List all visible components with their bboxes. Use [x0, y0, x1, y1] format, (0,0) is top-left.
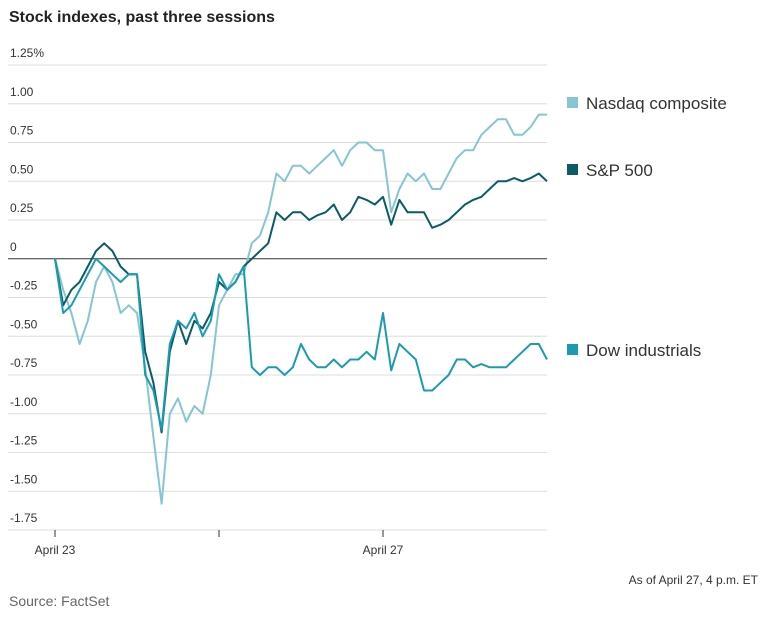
- y-tick-label: -0.25: [10, 279, 38, 293]
- chart-title: Stock indexes, past three sessions: [9, 9, 275, 26]
- y-tick-label: -0.50: [10, 317, 38, 331]
- legend-swatch: [567, 164, 578, 175]
- legend-swatch: [567, 97, 578, 108]
- y-tick-label: -1.75: [10, 511, 38, 525]
- legend-label: Nasdaq composite: [586, 94, 727, 113]
- y-tick-label: -1.25: [10, 434, 38, 448]
- legend-label: S&P 500: [586, 161, 653, 180]
- legend-swatch: [567, 344, 578, 355]
- x-tick-label: April 23: [35, 543, 76, 557]
- series-line: [54, 172, 548, 434]
- legend-label: Dow industrials: [586, 341, 701, 360]
- y-tick-label: 0.50: [10, 162, 34, 176]
- y-tick-label: 1.25%: [10, 46, 44, 60]
- series-line: [54, 257, 548, 431]
- y-tick-label: 1.00: [10, 85, 34, 99]
- y-tick-label: 0: [10, 240, 17, 254]
- y-tick-label: -0.75: [10, 356, 38, 370]
- note: As of April 27, 4 p.m. ET: [629, 573, 759, 587]
- y-tick-label: 0.75: [10, 124, 34, 138]
- series-line: [54, 113, 547, 505]
- y-tick-label: -1.50: [10, 472, 38, 486]
- y-tick-label: -1.00: [10, 395, 38, 409]
- x-tick-label: April 27: [363, 543, 404, 557]
- source: Source: FactSet: [9, 593, 109, 609]
- y-tick-label: 0.25: [10, 201, 34, 215]
